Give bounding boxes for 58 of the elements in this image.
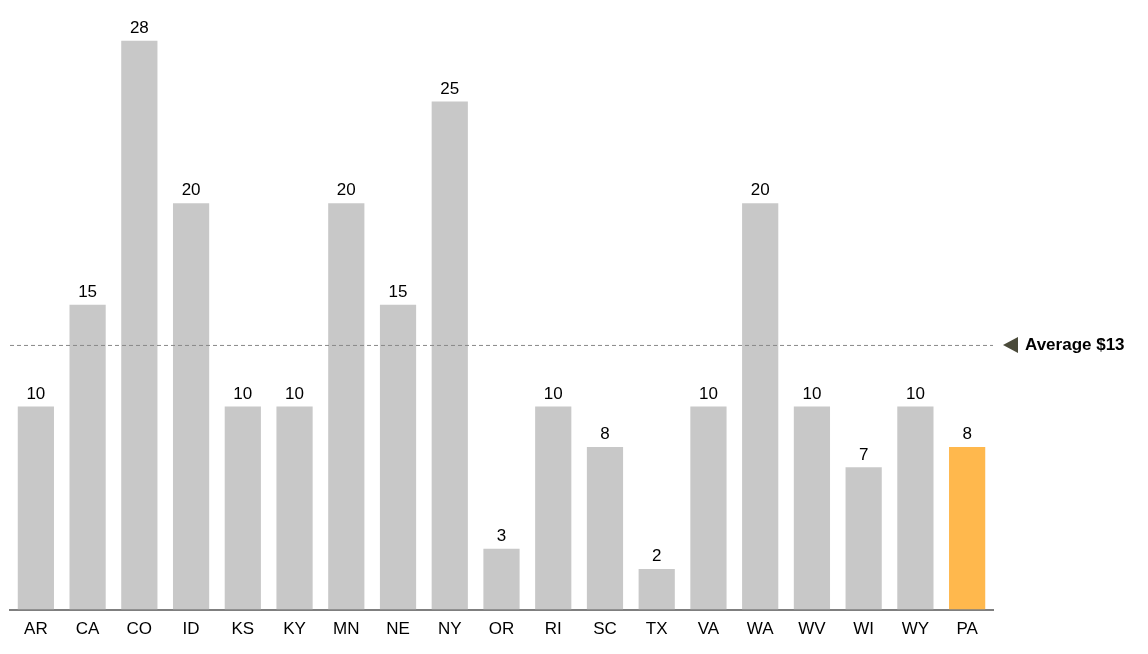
x-tick-label: WA (746, 619, 775, 639)
bar (845, 467, 882, 610)
x-tick-label: MN (333, 619, 360, 639)
x-tick-label: WY (901, 619, 930, 639)
data-label: 2 (651, 546, 662, 566)
bar (897, 406, 934, 610)
bar (69, 304, 106, 610)
x-tick-label: KS (231, 619, 255, 639)
bar (121, 40, 158, 610)
x-tick-label: AR (24, 619, 48, 639)
bar (638, 568, 675, 610)
bar (172, 203, 210, 610)
x-tick-label: CO (126, 619, 153, 639)
data-label: 10 (285, 383, 305, 403)
bar (17, 406, 54, 610)
bar (690, 406, 727, 610)
data-label: 20 (181, 180, 201, 200)
data-label: 15 (388, 281, 408, 301)
x-tick-label: NY (437, 619, 462, 639)
data-label: 10 (802, 383, 822, 403)
x-tick-label: WI (853, 619, 875, 639)
x-tick-label: WV (798, 619, 827, 639)
x-tick-label: VA (697, 619, 720, 639)
bar (742, 203, 779, 610)
x-tick-label: SC (593, 619, 617, 639)
bar (535, 406, 572, 610)
data-label: 15 (78, 281, 98, 301)
data-label: 28 (129, 17, 149, 37)
data-label: 7 (858, 444, 869, 464)
x-tick-label: OR (488, 619, 515, 639)
ref-line-label: Average $13 (1025, 335, 1125, 355)
data-label: 10 (233, 383, 253, 403)
x-tick-label: ID (182, 619, 200, 639)
bar (276, 406, 313, 610)
bar (224, 406, 261, 610)
data-label: 3 (496, 525, 507, 545)
bar (793, 406, 831, 610)
x-tick-label: CA (75, 619, 101, 639)
x-tick-label: PA (956, 619, 979, 639)
bar (328, 203, 365, 610)
bar (586, 447, 624, 610)
data-label: 8 (962, 424, 972, 444)
data-label: 20 (750, 180, 770, 200)
data-label: 10 (698, 383, 718, 403)
data-label: 10 (905, 383, 925, 403)
data-label: 20 (336, 180, 356, 200)
bar (379, 304, 417, 610)
data-label: 25 (440, 78, 460, 98)
x-tick-label: KY (283, 619, 306, 639)
data-label: 10 (26, 383, 46, 403)
bar (949, 447, 986, 610)
bar (431, 101, 468, 610)
data-label: 8 (600, 424, 610, 444)
data-label: 10 (543, 383, 563, 403)
bar (483, 548, 520, 610)
x-tick-label: NE (386, 619, 410, 639)
x-tick-label: RI (544, 619, 562, 639)
x-tick-label: TX (645, 619, 668, 639)
